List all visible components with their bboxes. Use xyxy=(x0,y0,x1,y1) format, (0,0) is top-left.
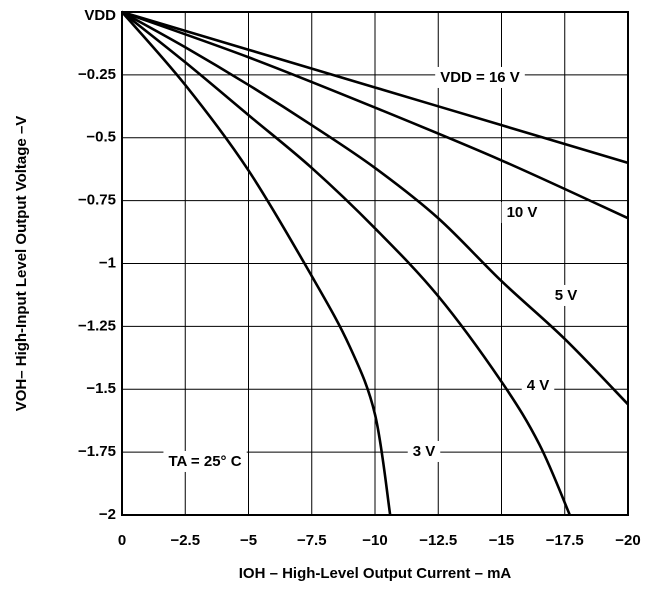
label-background xyxy=(407,440,441,462)
y-tick-label: −1.75 xyxy=(78,443,116,460)
y-tick-label: −1.5 xyxy=(86,380,116,397)
label-background xyxy=(163,450,247,472)
series-label-group: 3 V xyxy=(407,440,441,462)
annotation-group: TA = 25° C xyxy=(163,450,247,472)
series-label-group: 10 V xyxy=(501,201,543,223)
x-tick-label: −12.5 xyxy=(419,532,457,549)
series-label: 3 V xyxy=(413,443,436,460)
series-label: 4 V xyxy=(527,377,550,394)
label-background xyxy=(549,284,583,306)
y-tick-label: VDD xyxy=(84,7,116,24)
x-tick-label: −5 xyxy=(240,532,257,549)
series-line xyxy=(121,10,629,406)
series-label-group: 5 V xyxy=(549,284,583,306)
label-background xyxy=(521,374,555,396)
annotation: TA = 25° C xyxy=(168,453,241,470)
y-tick-label: −0.25 xyxy=(78,66,116,83)
plot-frame xyxy=(121,11,629,516)
series-label: 5 V xyxy=(555,287,578,304)
series-label: VDD = 16 V xyxy=(440,69,520,86)
y-tick-label: −1.25 xyxy=(78,317,116,334)
series-line xyxy=(121,10,572,516)
y-tick-label: −0.5 xyxy=(86,129,116,146)
series-label-group: 4 V xyxy=(521,374,555,396)
y-tick-label: −2 xyxy=(99,506,116,523)
y-tick-label: −0.75 xyxy=(78,192,116,209)
x-tick-label: −7.5 xyxy=(297,532,327,549)
series-line xyxy=(121,10,629,165)
x-tick-label: 0 xyxy=(118,532,126,549)
series-label: 10 V xyxy=(507,204,538,221)
y-axis-title: VOH– High-Input Level Output Voltage –V xyxy=(13,116,30,412)
x-tick-label: −15 xyxy=(489,532,514,549)
series-line xyxy=(121,11,392,516)
label-background xyxy=(501,201,543,223)
series-label-group: VDD = 16 V xyxy=(435,66,525,88)
x-tick-label: −20 xyxy=(615,532,640,549)
series-line xyxy=(121,10,629,220)
label-background xyxy=(435,66,525,88)
y-tick-label: −1 xyxy=(99,254,116,271)
x-axis-title: IOH – High-Level Output Current – mA xyxy=(239,565,512,582)
x-tick-label: −17.5 xyxy=(546,532,584,549)
x-tick-label: −2.5 xyxy=(170,532,200,549)
x-tick-label: −10 xyxy=(362,532,387,549)
